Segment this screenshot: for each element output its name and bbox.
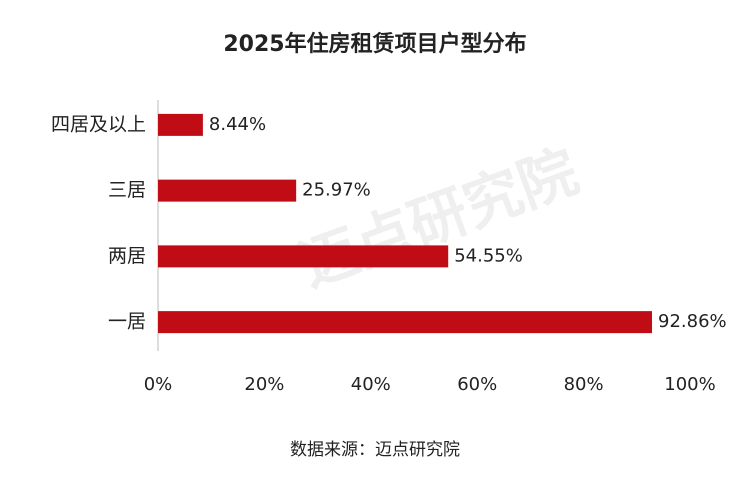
x-tick-label: 0% [144,374,173,395]
x-tick-label: 80% [564,374,604,395]
value-label: 8.44% [209,114,266,135]
x-tick-label: 20% [244,374,284,395]
watermark: 迈点研究院 [291,137,587,300]
bar [158,179,297,202]
value-label: 92.86% [658,311,727,332]
x-tick-label: 60% [457,374,497,395]
bar [158,113,203,136]
chart-title: 2025年住房租赁项目户型分布 [223,31,526,57]
value-label: 25.97% [302,180,371,201]
x-tick-label: 100% [664,374,715,395]
y-tick-label: 一居 [108,311,146,333]
y-tick-label: 三居 [108,179,146,201]
x-tick-label: 40% [351,374,391,395]
source-note: 数据来源：迈点研究院 [290,440,460,460]
y-tick-label: 两居 [108,245,146,267]
bar [158,311,653,334]
y-tick-label: 四居及以上 [51,113,146,135]
value-label: 54.55% [454,245,523,266]
bar [158,245,449,268]
